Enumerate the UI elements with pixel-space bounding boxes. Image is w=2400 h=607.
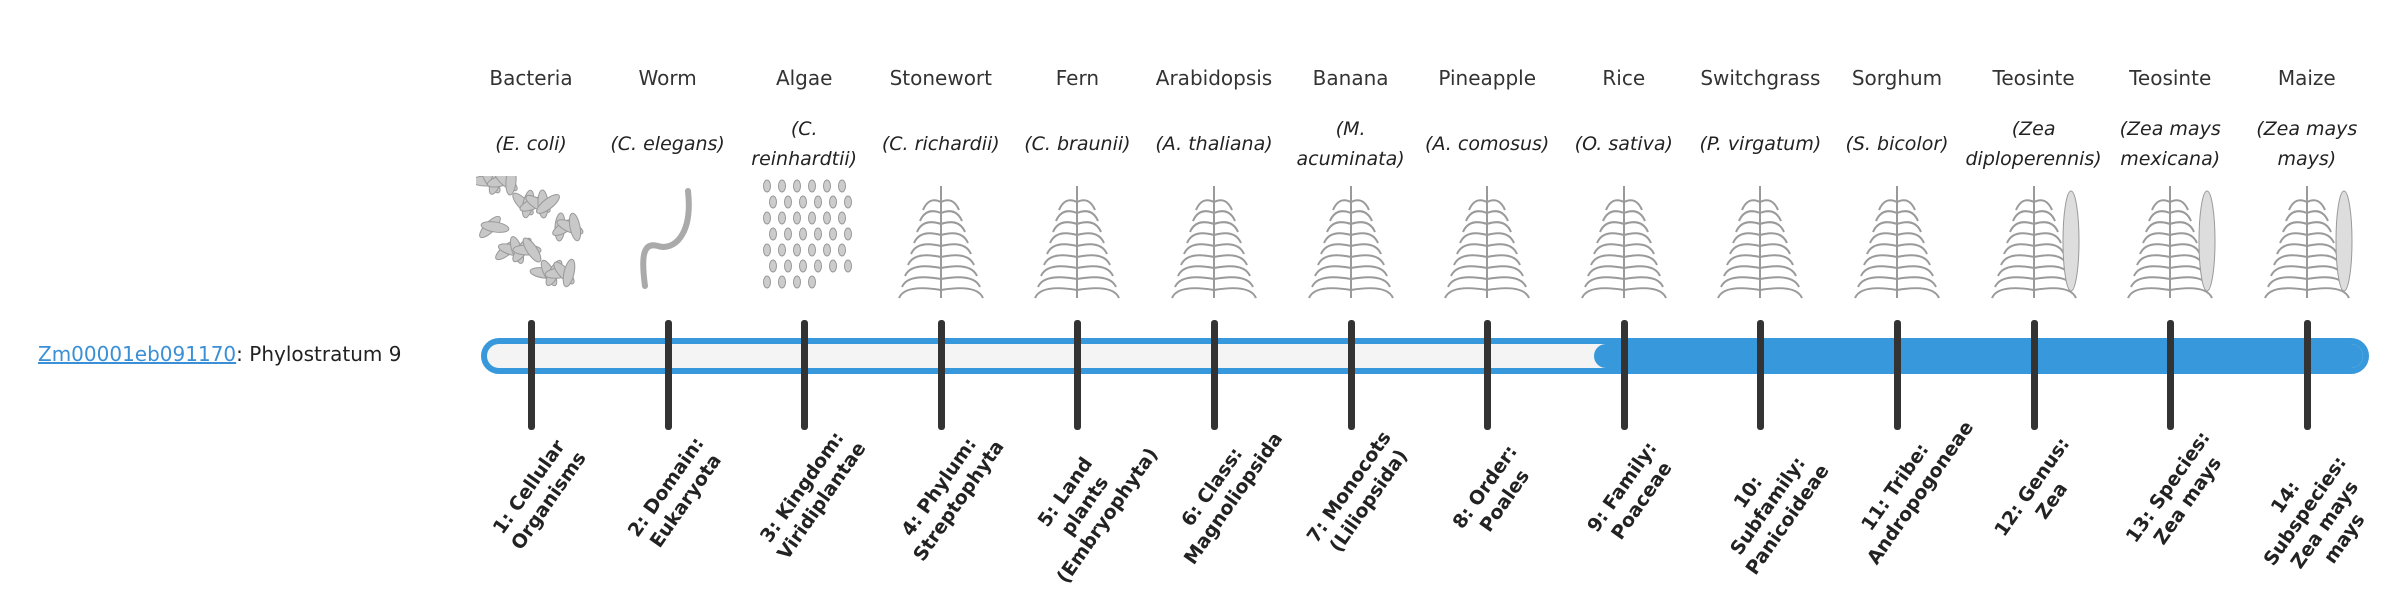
fern-icon xyxy=(1009,176,1145,300)
stratum-tick xyxy=(1074,320,1082,430)
organism-common-name: Maize xyxy=(2277,66,2336,90)
bacteria-icon xyxy=(463,176,599,300)
algae-icon xyxy=(736,176,872,300)
teosinte-icon xyxy=(1966,176,2102,300)
organism-latin-name: (Zea diploperennis) xyxy=(1965,118,2102,170)
stratum-rank-label: 10: Subfamily: Panicoideae xyxy=(1726,452,1835,580)
organism-latin-name: (P. virgatum) xyxy=(1699,133,1822,155)
stratum-tick xyxy=(1757,320,1765,430)
banana-icon xyxy=(1283,176,1419,300)
worm-icon xyxy=(600,176,736,300)
stratum-tick xyxy=(2303,320,2311,430)
organism-latin-name: (O. sativa) xyxy=(1574,133,1673,155)
organism-common-name: Algae xyxy=(775,66,833,90)
stratum-rank-label: 14: Subspecies: Zea mays mays xyxy=(2259,452,2370,573)
organism-common-name: Banana xyxy=(1312,66,1389,90)
stratum-rank-label: 1: Cellular Organisms xyxy=(488,435,591,555)
gene-id-link[interactable]: Zm00001eb091170 xyxy=(38,342,237,366)
stratum-rank-label: 13: Species: Zea mays xyxy=(2121,427,2227,549)
sorghum-icon xyxy=(1829,176,1965,300)
organism-latin-name: (Zea mays mexicana) xyxy=(2119,118,2221,170)
organism-common-name: Stonewort xyxy=(889,66,992,90)
stratum-rank-label: 4: Phylum: Streptophyta xyxy=(897,433,1009,566)
arabidopsis-icon xyxy=(1146,176,1282,300)
switchgrass-icon xyxy=(1692,176,1828,300)
stratum-rank-label: 3: Kingdom: Viridiplantae xyxy=(756,427,871,564)
organism-latin-name: (C. richardii) xyxy=(881,133,1000,155)
stratum-tick xyxy=(528,320,535,430)
organism-latin-name: (Zea mays mays) xyxy=(2256,118,2358,170)
maize-icon xyxy=(2239,176,2375,300)
stratum-rank-label: 5: Land plants (Embryophyta) xyxy=(1033,443,1163,588)
stratum-tick xyxy=(937,320,945,430)
stratum-tick xyxy=(664,320,672,430)
stratum-rank-label: 12: Genus: Zea xyxy=(1989,433,2074,541)
stratum-tick xyxy=(2167,320,2175,430)
stratum-tick xyxy=(2030,320,2038,430)
phylostratum-bar xyxy=(481,338,2369,374)
organism-common-name: Bacteria xyxy=(489,66,573,90)
stratum-tick xyxy=(1620,320,1628,430)
stratum-rank-label: 6: Class: Magnoliopsida xyxy=(1177,428,1288,569)
pineapple-icon xyxy=(1419,176,1555,300)
stratum-rank-label: 7: Monocots (Liliopsida) xyxy=(1302,427,1412,557)
rice-icon xyxy=(1556,176,1692,300)
stratum-tick xyxy=(1484,320,1492,430)
stratum-rank-label: 9: Family: Poaceae xyxy=(1582,437,1677,544)
phylostratum-bar-fill xyxy=(1593,344,2363,368)
organism-common-name: Rice xyxy=(1602,66,1646,90)
organism-latin-name: (C. elegans) xyxy=(610,133,725,155)
teosinte-mexicana-icon xyxy=(2102,176,2238,300)
stratum-tick xyxy=(1894,320,1901,430)
stratum-tick xyxy=(1347,320,1355,430)
stratum-tick xyxy=(801,320,809,430)
stratum-tick xyxy=(1211,320,1218,430)
organism-latin-name: (S. bicolor) xyxy=(1845,133,1949,155)
organism-common-name: Arabidopsis xyxy=(1155,66,1273,90)
organism-common-name: Switchgrass xyxy=(1700,66,1821,90)
organism-common-name: Teosinte xyxy=(2129,66,2212,90)
phylostratum-text: Phylostratum 9 xyxy=(249,342,402,366)
organism-latin-name: (E. coli) xyxy=(495,133,567,155)
stratum-rank-label: 11: Tribe: Andropogoneae xyxy=(1857,417,1979,569)
organism-latin-name: (C. braunii) xyxy=(1024,133,1131,155)
organism-latin-name: (M. acuminata) xyxy=(1296,118,1405,170)
organism-latin-name: (A. thaliana) xyxy=(1155,133,1273,155)
gene-stratum-label: Zm00001eb091170: Phylostratum 9 xyxy=(38,342,401,366)
organism-common-name: Sorghum xyxy=(1851,66,1943,90)
organism-common-name: Fern xyxy=(1055,66,1100,90)
organism-common-name: Pineapple xyxy=(1438,66,1537,90)
separator: : xyxy=(236,342,243,366)
organism-latin-name: (C. reinhardtii) xyxy=(751,118,858,170)
stratum-rank-label: 8: Order: Poales xyxy=(1448,441,1535,537)
stonewort-icon xyxy=(873,176,1009,300)
organism-common-name: Worm xyxy=(638,66,697,90)
organism-common-name: Teosinte xyxy=(1992,66,2075,90)
stratum-rank-label: 2: Domain: Eukaryota xyxy=(623,433,726,552)
organism-latin-name: (A. comosus) xyxy=(1425,133,1550,155)
